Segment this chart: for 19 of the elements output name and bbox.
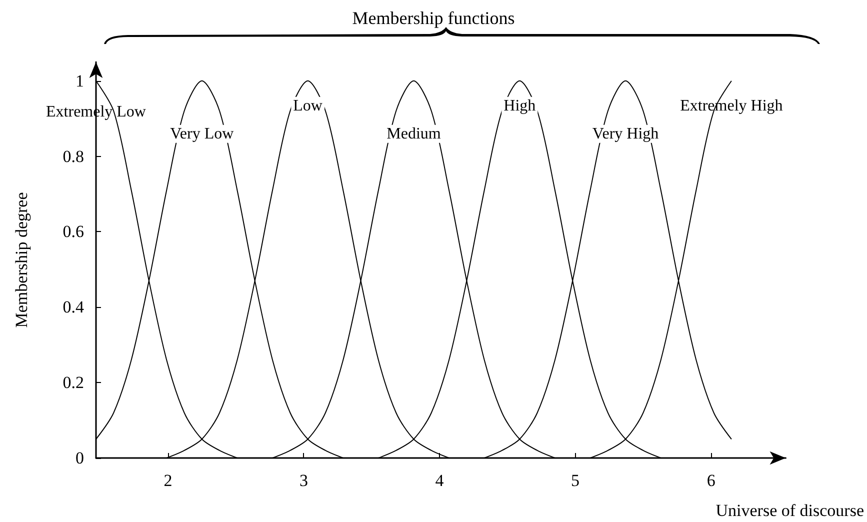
x-tick-label: 3 [299,471,308,490]
x-tick-label: 6 [706,471,716,490]
x-tick-label: 4 [435,471,444,490]
series-label: Very High [592,125,659,142]
y-tick-label: 0.2 [62,373,84,392]
x-tick-label: 2 [164,471,172,490]
x-axis-title: Universe of discourse [716,501,864,520]
y-tick-label: 1 [76,71,84,90]
series-label: Low [293,97,323,114]
x-tick-label: 5 [571,471,580,490]
y-tick-label: 0.8 [62,146,84,166]
series-label: Very Low [170,125,234,142]
series-label: High [504,97,536,114]
y-axis-title: Membership degree [12,192,31,328]
y-tick-label: 0 [76,448,84,468]
y-tick-label: 0.6 [62,222,84,242]
y-tick-label: 0.4 [62,298,84,317]
chart-title: Membership functions [352,8,515,28]
series-label: Medium [386,125,442,142]
